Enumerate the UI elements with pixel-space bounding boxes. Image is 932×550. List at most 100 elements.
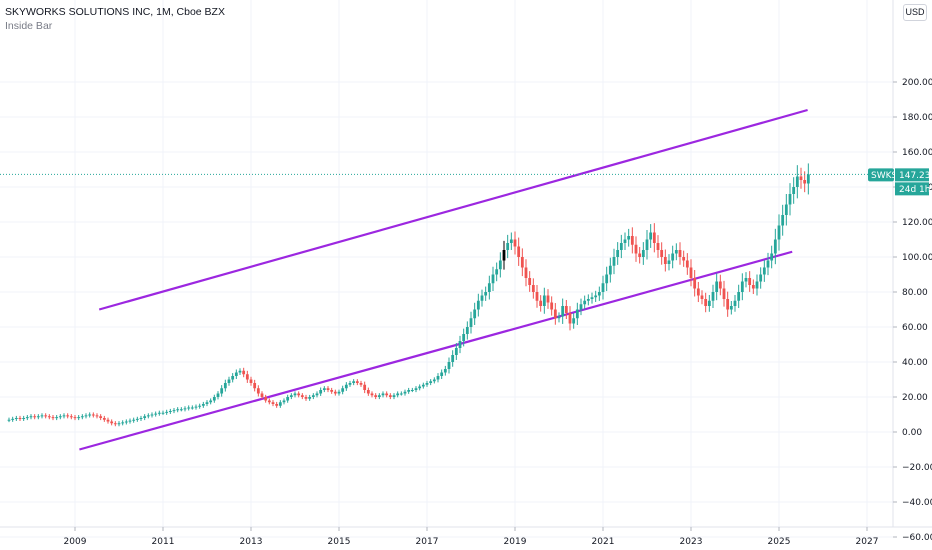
candle-body xyxy=(106,419,110,422)
last-price-tag xyxy=(895,168,929,182)
candle-body xyxy=(583,300,587,305)
candle-body xyxy=(66,415,70,417)
candle-body xyxy=(572,318,576,324)
time-tick-label: 2017 xyxy=(416,537,439,547)
time-tick-label: 2019 xyxy=(504,537,527,547)
candle-body xyxy=(678,250,682,257)
candle-body xyxy=(795,176,799,187)
countdown-tag xyxy=(895,182,929,196)
candle-body xyxy=(29,416,33,418)
candle-body xyxy=(612,257,616,266)
candle-body xyxy=(194,406,198,408)
candle-body xyxy=(597,292,601,296)
candle-body xyxy=(7,419,11,421)
candle-body xyxy=(414,388,418,390)
candle-body xyxy=(209,400,213,403)
symbol-tag-label: SWKS xyxy=(871,171,898,181)
price-tick-label: 120.00 xyxy=(902,218,932,228)
candle-body xyxy=(586,299,590,301)
candle-body xyxy=(154,413,158,415)
candle-body xyxy=(630,236,634,245)
time-tick-label: 2027 xyxy=(856,537,879,547)
candle-body xyxy=(341,388,345,392)
candle-body xyxy=(773,239,777,254)
candle-body xyxy=(700,295,704,299)
candle-body xyxy=(253,383,257,389)
candle-body xyxy=(14,418,18,419)
candle-body xyxy=(645,239,649,250)
candle-body xyxy=(744,278,748,282)
price-tick-label: 60.00 xyxy=(902,323,928,333)
candle-body xyxy=(425,383,429,385)
candle-body xyxy=(469,318,473,327)
candle-body xyxy=(36,416,40,418)
candle-body xyxy=(293,393,297,396)
candle-body xyxy=(234,372,238,376)
candle-body xyxy=(227,379,231,383)
candle-body xyxy=(634,244,638,254)
candle-body xyxy=(553,309,557,319)
symbol-title[interactable]: SKYWORKS SOLUTIONS INC, 1M, Cboe BZX xyxy=(5,6,225,18)
candle-body xyxy=(275,404,279,406)
candle-body xyxy=(187,407,191,409)
candle-body xyxy=(524,267,528,278)
time-tick-label: 2013 xyxy=(240,537,263,547)
candle-body xyxy=(590,297,594,299)
candle-body xyxy=(759,274,763,282)
candle-body xyxy=(146,415,150,417)
candle-body xyxy=(685,260,689,268)
candle-body xyxy=(385,393,389,396)
candle-body xyxy=(304,397,308,399)
candle-body xyxy=(344,384,348,389)
price-tick-label: 100.00 xyxy=(902,253,932,263)
candle-body xyxy=(539,300,543,306)
price-tick-label: 0.00 xyxy=(902,428,922,438)
channel-line-upper xyxy=(98,108,808,311)
currency-button[interactable]: USD xyxy=(903,4,927,21)
candle-body xyxy=(443,369,447,373)
time-tick-label: 2009 xyxy=(64,537,87,547)
time-axis-ticks[interactable]: 2009 2011 2013 2015 2017 2019 2021 2023 2025 2027 xyxy=(64,527,879,547)
candle-body xyxy=(172,410,176,412)
candle-body xyxy=(25,417,29,419)
candle-body xyxy=(451,355,455,362)
candle-body xyxy=(80,416,84,418)
candle-body xyxy=(113,423,117,425)
candle-body xyxy=(91,414,95,416)
candle-body xyxy=(722,288,726,299)
price-tick-label: 80.00 xyxy=(902,288,928,298)
candle-body xyxy=(260,393,264,397)
candle-body xyxy=(264,397,268,401)
candle-body xyxy=(674,250,678,254)
candle-body xyxy=(498,260,502,270)
candle-body xyxy=(190,407,194,409)
candle-body xyxy=(132,419,136,421)
candle-body xyxy=(286,397,290,401)
price-axis-ticks[interactable]: 200.00180.00160.00140.00120.00100.0080.0… xyxy=(893,78,932,543)
candle-body xyxy=(484,292,488,296)
candle-body xyxy=(528,278,532,285)
candle-body xyxy=(550,302,554,310)
candle-body xyxy=(267,400,271,403)
candle-body xyxy=(121,422,125,424)
candle-body xyxy=(770,253,774,261)
candle-body xyxy=(557,316,561,319)
candle-body xyxy=(201,404,205,406)
candle-body xyxy=(608,265,612,275)
candle-body xyxy=(139,418,143,419)
candle-body xyxy=(403,391,407,394)
candle-body xyxy=(198,405,202,407)
candle-body xyxy=(168,411,172,412)
indicator-label[interactable]: Inside Bar xyxy=(5,20,53,32)
candle-body xyxy=(476,300,480,310)
candle-body xyxy=(649,232,653,240)
candle-body xyxy=(715,281,719,292)
candle-body xyxy=(135,418,139,420)
candle-body xyxy=(660,250,664,257)
candle-body xyxy=(656,243,660,250)
candle-body xyxy=(256,388,260,394)
candle-body xyxy=(308,397,312,399)
candle-body xyxy=(223,383,227,389)
candle-body xyxy=(330,390,334,392)
